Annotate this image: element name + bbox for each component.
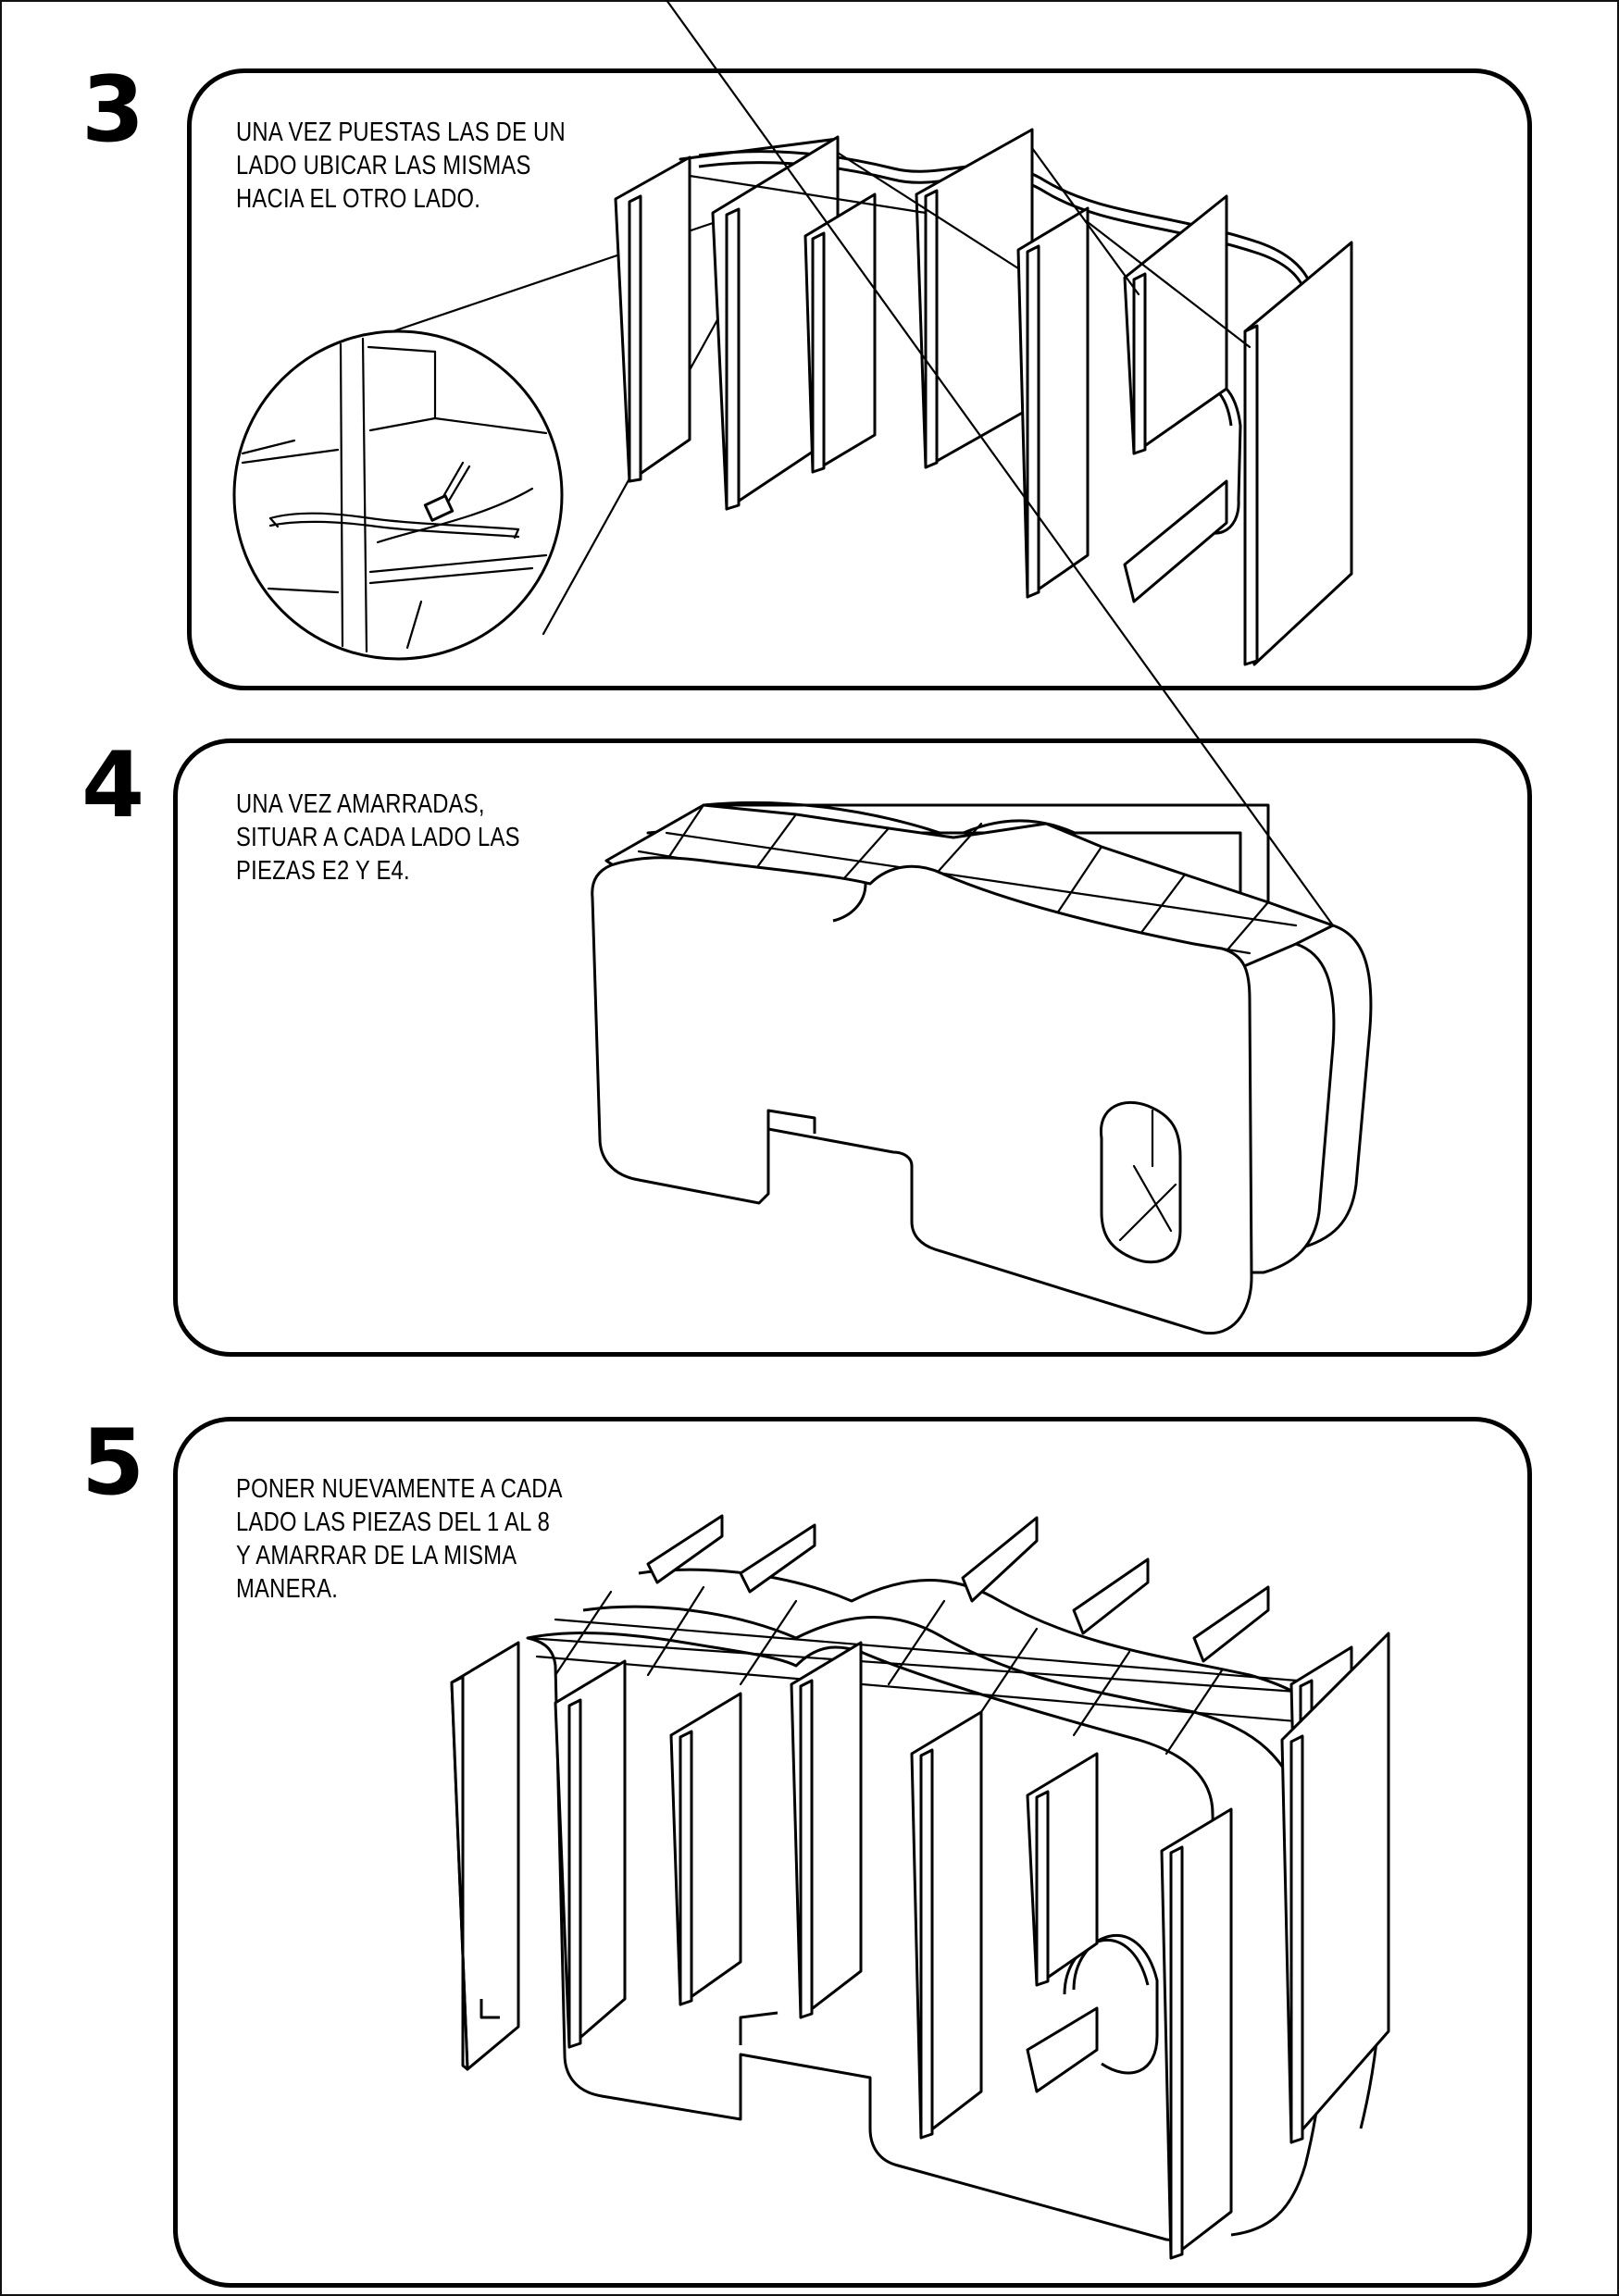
step-5-illustration [450, 1514, 1390, 2260]
step-4-illustration [591, 0, 1373, 1335]
step-3-instruction: UNA VEZ PUESTAS LAS DE UN LADO UBICAR LA… [236, 118, 566, 214]
step-number-3: 3 [81, 57, 144, 163]
step-number-4: 4 [81, 733, 144, 838]
step-3-illustration [232, 128, 1353, 666]
step-5-assembly [450, 1514, 1390, 2260]
step-number-5: 5 [81, 1410, 144, 1516]
zoom-detail-circle [232, 329, 564, 661]
step-4-assembly [591, 0, 1373, 1335]
step-3-assembly [614, 128, 1353, 666]
step-5-instruction: PONER NUEVAMENTE A CADA LADO LAS PIEZAS … [236, 1474, 563, 1604]
step-4-instruction: UNA VEZ AMARRADAS, SITUAR A CADA LADO LA… [236, 789, 520, 886]
